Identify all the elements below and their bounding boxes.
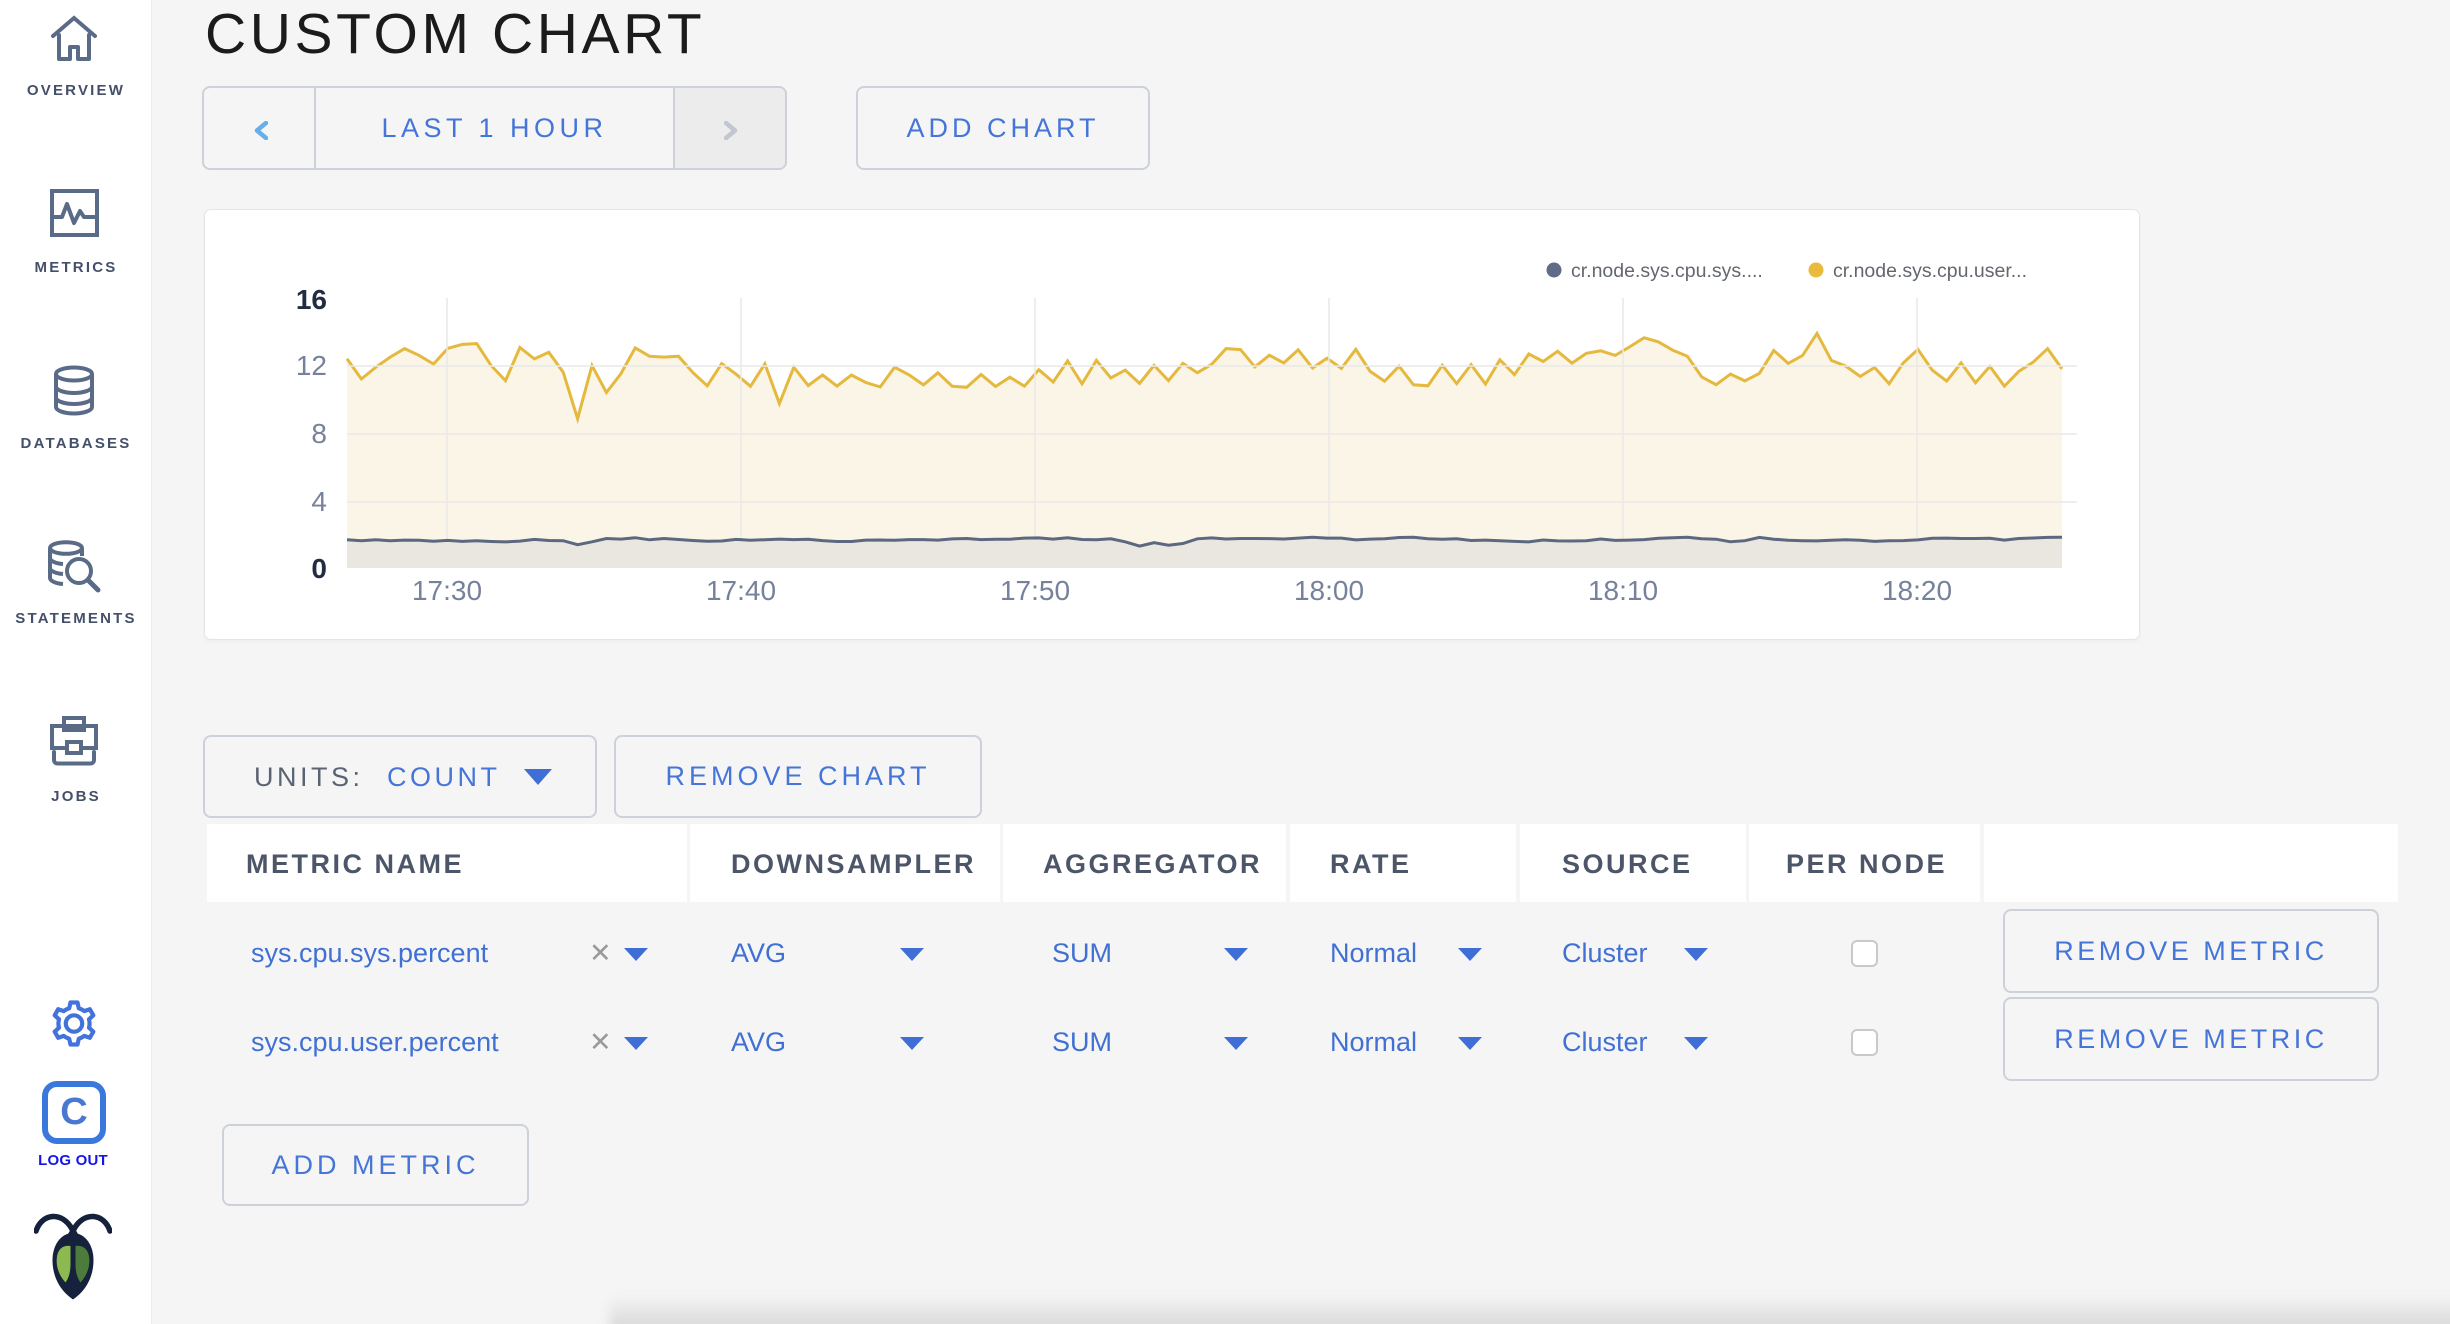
svg-text:cr.node.sys.cpu.user...: cr.node.sys.cpu.user...	[1833, 260, 2027, 282]
svg-text:18:20: 18:20	[1882, 575, 1952, 606]
svg-text:17:40: 17:40	[706, 575, 776, 606]
svg-text:12: 12	[296, 350, 327, 381]
svg-text:16: 16	[296, 284, 327, 315]
svg-text:17:50: 17:50	[1000, 575, 1070, 606]
svg-text:cr.node.sys.cpu.sys....: cr.node.sys.cpu.sys....	[1571, 260, 1763, 282]
svg-text:18:00: 18:00	[1294, 575, 1364, 606]
svg-text:4: 4	[311, 486, 327, 517]
svg-text:17:30: 17:30	[412, 575, 482, 606]
svg-text:18:10: 18:10	[1588, 575, 1658, 606]
svg-text:0: 0	[311, 553, 327, 584]
svg-text:8: 8	[311, 418, 327, 449]
